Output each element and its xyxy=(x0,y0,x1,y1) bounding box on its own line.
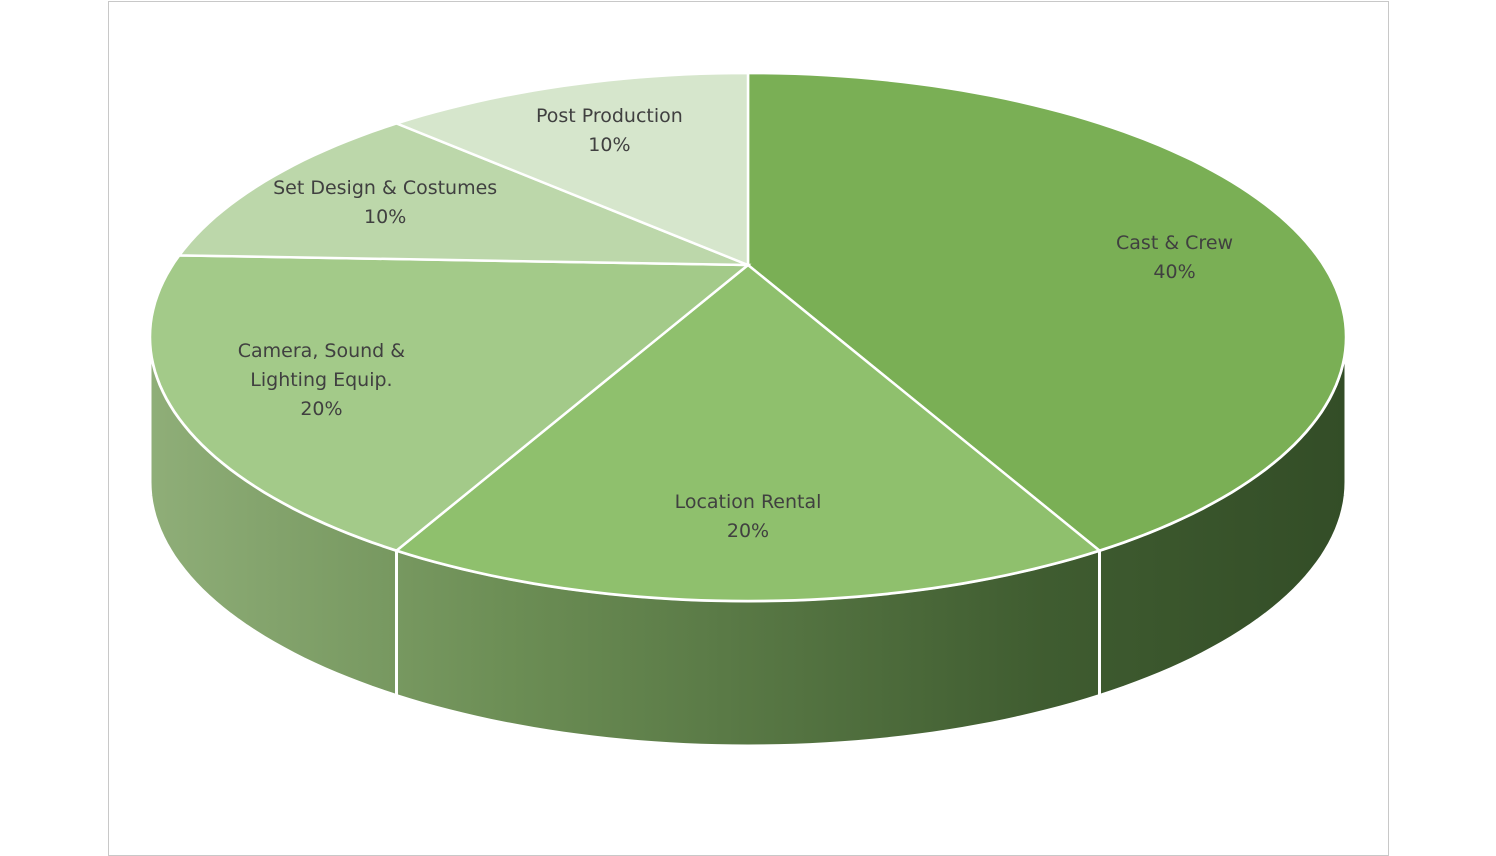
data-label: Camera, Sound & Lighting Equip. 20% xyxy=(226,337,416,424)
data-label: Post Production 10% xyxy=(489,102,729,160)
value-label: 20% xyxy=(726,520,770,542)
category-label: Set Design & Costumes xyxy=(273,176,498,199)
slice xyxy=(392,71,750,267)
category-label: Location Rental xyxy=(674,491,822,513)
value-label: 20% xyxy=(300,397,343,420)
data-label: Location Rental 20% xyxy=(628,488,868,546)
category-label: Cast & Crew xyxy=(1116,231,1234,254)
slice xyxy=(393,263,1103,603)
data-label: Cast & Crew 40% xyxy=(1055,229,1295,287)
slice xyxy=(176,122,749,267)
data-label: Set Design & Costumes 10% xyxy=(265,174,505,232)
slice xyxy=(746,71,1348,553)
value-label: 40% xyxy=(1153,260,1196,283)
slice xyxy=(148,254,752,553)
category-label: Camera, Sound & Lighting Equip. xyxy=(237,339,406,391)
category-label: Post Production xyxy=(535,104,683,127)
value-label: 10% xyxy=(364,205,407,228)
value-label: 10% xyxy=(588,133,631,156)
